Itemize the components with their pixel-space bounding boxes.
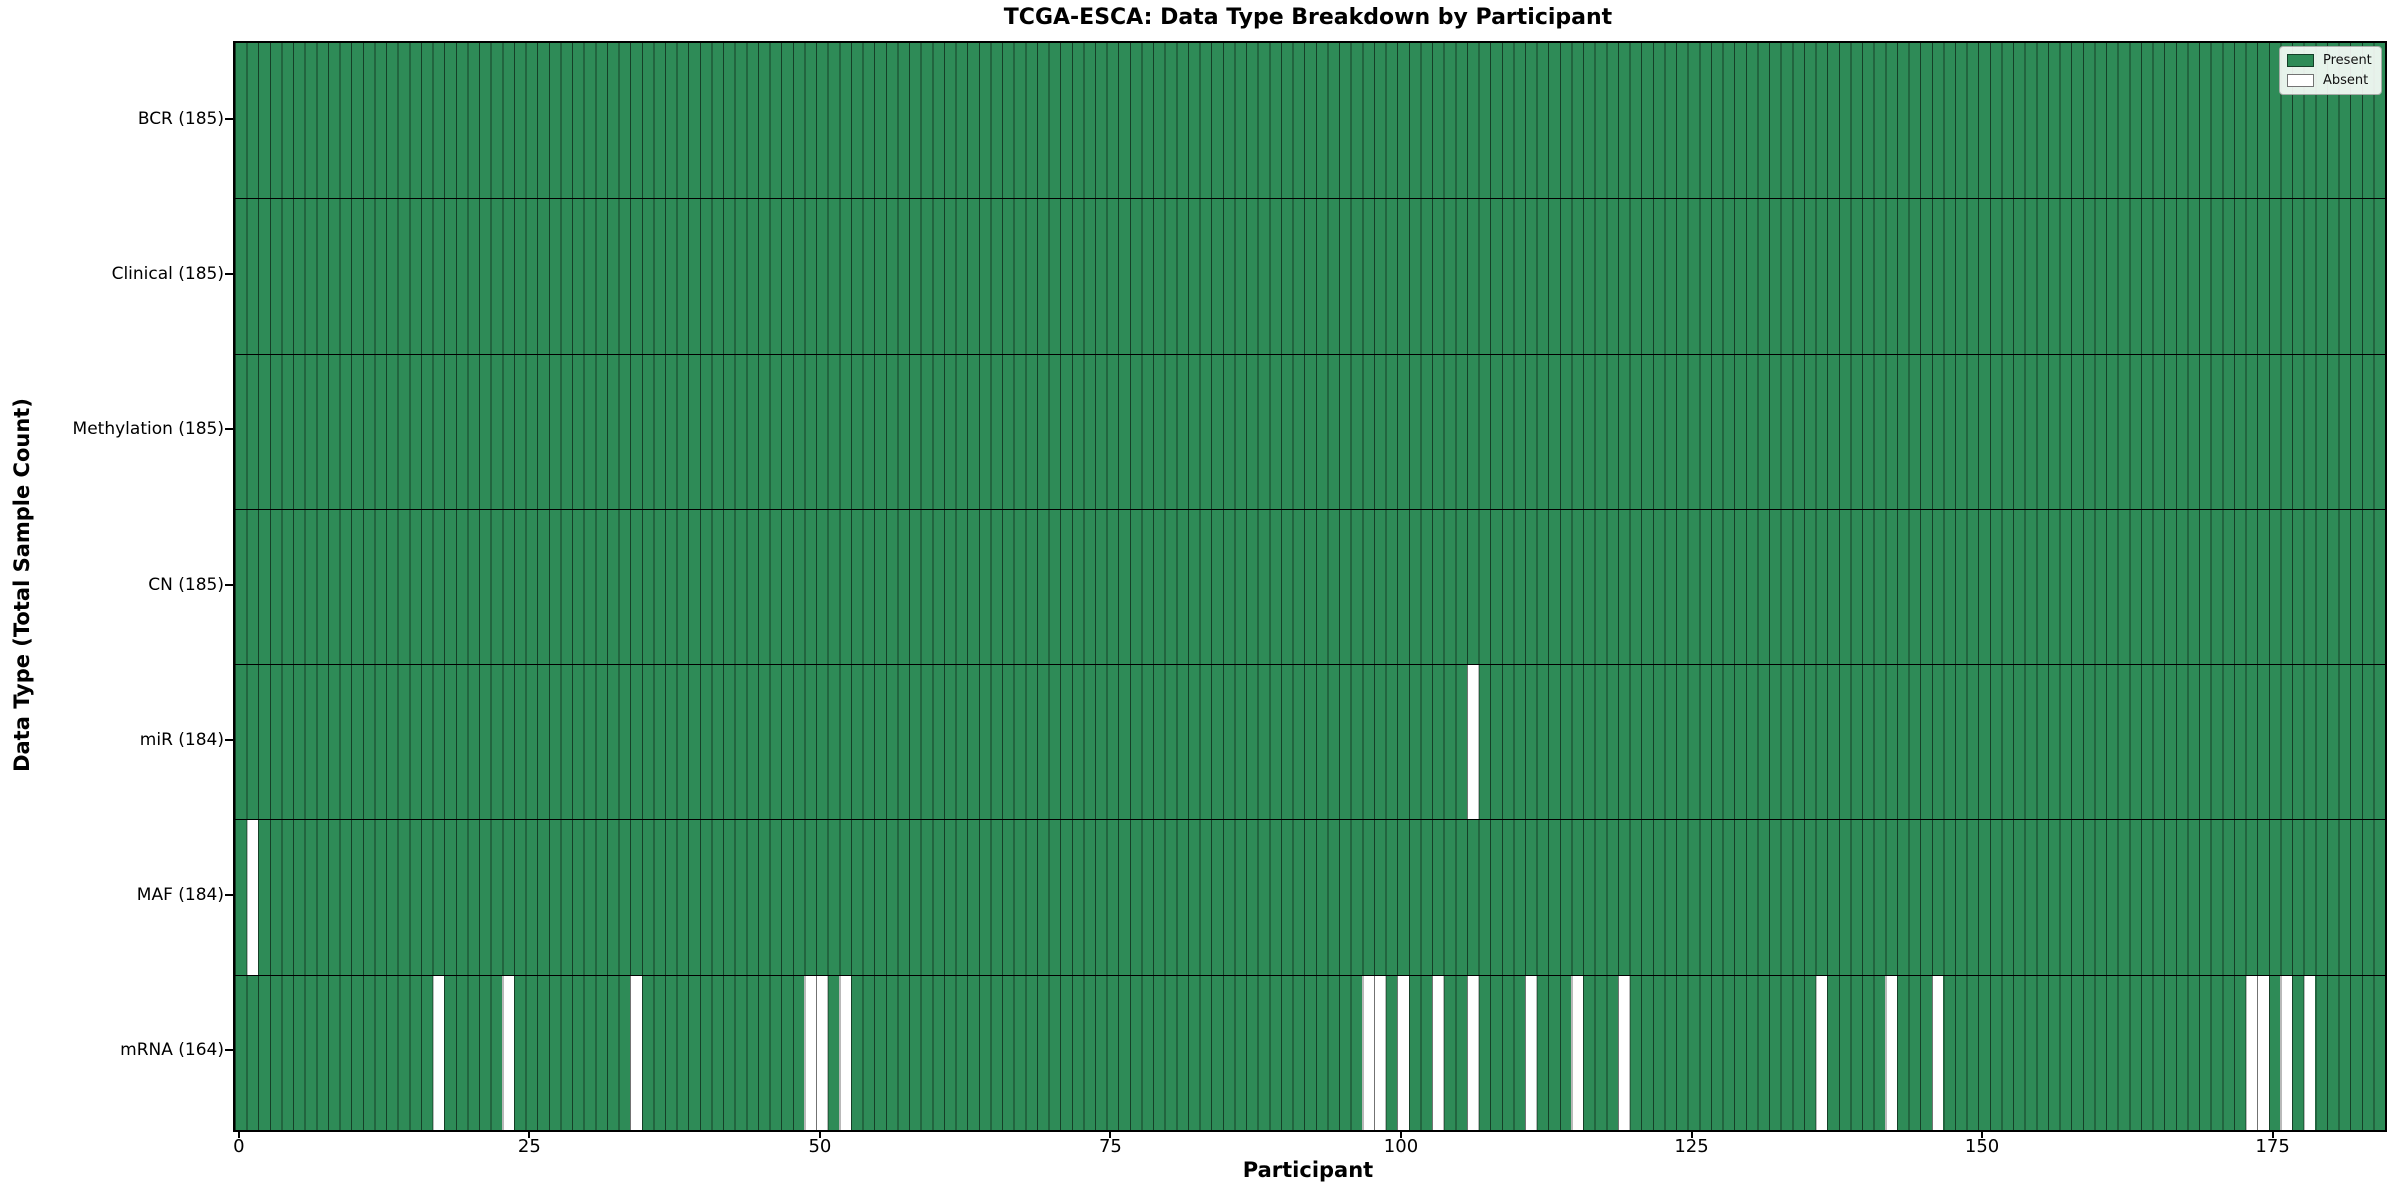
column-gridlines — [235, 199, 2385, 354]
plot-area — [233, 41, 2387, 1132]
legend-present-swatch — [2287, 54, 2314, 67]
row-bcr — [235, 43, 2385, 199]
absent-cell-mrna-17 — [432, 975, 445, 1130]
y-axis-label: Data Type (Total Sample Count) — [10, 398, 34, 772]
ytick-mark — [225, 272, 233, 275]
xtick-mark-100 — [1399, 1130, 1402, 1138]
absent-cell-mrna-119 — [1617, 975, 1630, 1130]
row-methylation — [235, 353, 2385, 509]
absent-cell-mrna-142 — [1885, 975, 1897, 1130]
column-gridlines — [235, 975, 2385, 1130]
xtick-mark-75 — [1109, 1130, 1112, 1138]
ytick-label-methylation: Methylation (185) — [72, 419, 224, 440]
absent-cell-mrna-178 — [2303, 975, 2316, 1130]
column-gridlines — [235, 43, 2385, 199]
xtick-mark-0 — [237, 1130, 240, 1138]
absent-cell-mrna-176 — [2280, 975, 2292, 1130]
absent-cell-mrna-52 — [839, 975, 851, 1130]
legend-absent-swatch — [2287, 74, 2314, 87]
ytick-label-cn: CN (185) — [148, 574, 224, 595]
ytick-label-clinical: Clinical (185) — [111, 263, 224, 284]
absent-cell-mrna-115 — [1571, 975, 1584, 1130]
absent-cell-mrna-146 — [1931, 975, 1944, 1130]
row-maf — [235, 819, 2385, 975]
legend-absent-label: Absent — [2323, 73, 2369, 88]
absent-cell-mrna-173 — [2245, 975, 2258, 1130]
xtick-label-50: 50 — [808, 1136, 832, 1157]
ytick-label-maf: MAF (184) — [136, 885, 224, 906]
xtick-label-100: 100 — [1383, 1136, 1419, 1157]
absent-cell-mrna-49 — [804, 975, 817, 1130]
ytick-label-bcr: BCR (185) — [137, 108, 224, 129]
xtick-label-75: 75 — [1098, 1136, 1122, 1157]
absent-cell-mrna-97 — [1362, 975, 1374, 1130]
legend: Present Absent — [2279, 46, 2382, 95]
absent-cell-mrna-100 — [1397, 975, 1409, 1130]
column-gridlines — [235, 820, 2385, 975]
ytick-mark — [225, 738, 233, 741]
row-clinical — [235, 198, 2385, 354]
absent-cell-mrna-174 — [2257, 975, 2269, 1130]
absent-cell-mrna-136 — [1815, 975, 1828, 1130]
ytick-mark — [225, 894, 233, 897]
ytick-mark — [225, 117, 233, 120]
absent-cell-mrna-34 — [630, 975, 642, 1130]
xtick-mark-50 — [818, 1130, 821, 1138]
absent-cell-mrna-50 — [816, 975, 828, 1130]
ytick-label-mrna: mRNA (164) — [120, 1040, 224, 1061]
column-gridlines — [235, 509, 2385, 665]
absent-cell-maf-1 — [246, 820, 259, 975]
absent-cell-mrna-103 — [1432, 975, 1444, 1130]
chart-title: TCGA-ESCA: Data Type Breakdown by Partic… — [1003, 5, 1613, 30]
y-axis-label-wrap: Data Type (Total Sample Count) — [0, 0, 44, 1170]
ytick-mark — [225, 583, 233, 586]
absent-cell-mir-106 — [1466, 665, 1479, 820]
row-mrna — [235, 974, 2385, 1130]
column-gridlines — [235, 665, 2385, 820]
xtick-mark-150 — [1981, 1130, 1984, 1138]
row-mir — [235, 664, 2385, 820]
xtick-mark-125 — [1690, 1130, 1693, 1138]
column-gridlines — [235, 354, 2385, 509]
legend-present-label: Present — [2323, 53, 2372, 68]
absent-cell-mrna-106 — [1466, 975, 1479, 1130]
legend-item-present: Present — [2287, 53, 2372, 68]
ytick-mark — [225, 428, 233, 431]
xtick-mark-175 — [2271, 1130, 2274, 1138]
xtick-label-25: 25 — [517, 1136, 541, 1157]
legend-item-absent: Absent — [2287, 73, 2372, 88]
ytick-mark — [225, 1049, 233, 1052]
xtick-label-175: 175 — [2255, 1136, 2290, 1157]
xtick-label-125: 125 — [1674, 1136, 1709, 1157]
xtick-label-0: 0 — [233, 1136, 245, 1157]
absent-cell-mrna-98 — [1373, 975, 1386, 1130]
absent-cell-mrna-111 — [1525, 975, 1537, 1130]
xtick-mark-25 — [528, 1130, 531, 1138]
absent-cell-mrna-23 — [502, 975, 514, 1130]
xtick-label-150: 150 — [1964, 1136, 2000, 1157]
row-cn — [235, 508, 2385, 665]
x-axis-label: Participant — [1242, 1158, 1374, 1182]
ytick-label-mir: miR (184) — [139, 729, 224, 750]
